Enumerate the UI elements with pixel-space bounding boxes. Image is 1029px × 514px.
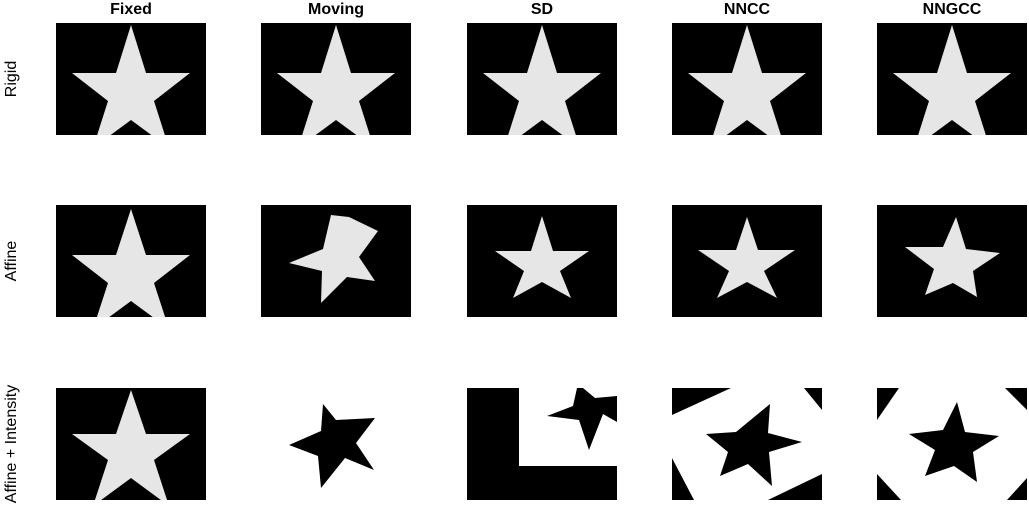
row-label-affine: Affine [3, 240, 20, 282]
image-rigid-nncc [672, 23, 822, 135]
image-affine-fixed [56, 205, 206, 317]
image-affine-sd [467, 205, 617, 317]
image-affine-intensity-fixed [56, 388, 206, 500]
image-affine-moving [261, 205, 411, 317]
column-title-nngcc: NNGCC [922, 1, 982, 18]
image-affine-intensity-nngcc [877, 388, 1027, 500]
column-title-moving: Moving [308, 1, 364, 18]
image-rigid-nngcc [877, 23, 1027, 135]
row-label-rigid: Rigid [3, 60, 20, 98]
image-affine-nncc [672, 205, 822, 317]
image-rigid-moving [261, 23, 411, 135]
image-affine-intensity-sd [467, 388, 617, 500]
column-title-sd: SD [530, 1, 554, 18]
image-affine-intensity-moving [261, 388, 411, 500]
image-rigid-fixed [56, 23, 206, 135]
column-title-nncc: NNCC [723, 1, 771, 18]
column-title-fixed: Fixed [110, 1, 152, 18]
image-rigid-sd [467, 23, 617, 135]
image-affine-nngcc [877, 205, 1027, 317]
image-affine-intensity-nncc [672, 388, 822, 500]
row-label-affine-intensity: Affine + Intensity [3, 384, 20, 504]
